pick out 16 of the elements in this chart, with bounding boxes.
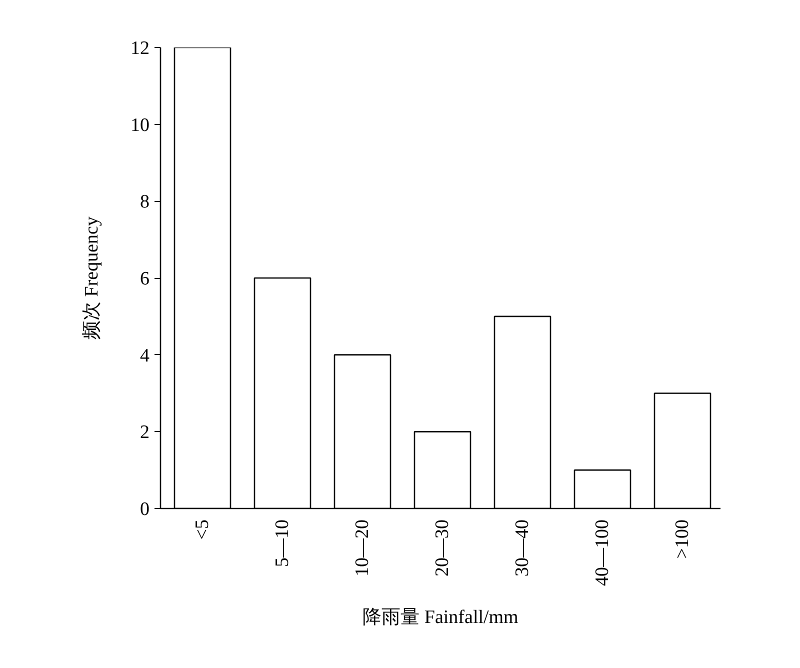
y-tick-label: 10 <box>130 114 150 136</box>
y-tick-label: 6 <box>140 268 150 290</box>
x-tick-label: 10—20 <box>352 520 373 576</box>
y-tick-label: 12 <box>130 38 150 59</box>
y-tick-label: 4 <box>140 345 150 366</box>
x-axis-title: 降雨量 Fainfall/mm <box>362 607 519 628</box>
y-tick-label: 2 <box>140 422 150 444</box>
x-tick-label: <5 <box>192 519 213 540</box>
y-tick-label: 8 <box>140 192 150 213</box>
x-tick-label: 5—10 <box>272 520 293 567</box>
x-tick-label: 20—30 <box>432 520 453 576</box>
x-tick-label: >100 <box>672 519 693 559</box>
x-tick-label: 30—40 <box>512 520 533 576</box>
y-tick-label: 0 <box>140 499 150 520</box>
x-tick-label: 40—100 <box>592 520 613 586</box>
y-axis-title: 频次 Frequency <box>82 216 102 340</box>
